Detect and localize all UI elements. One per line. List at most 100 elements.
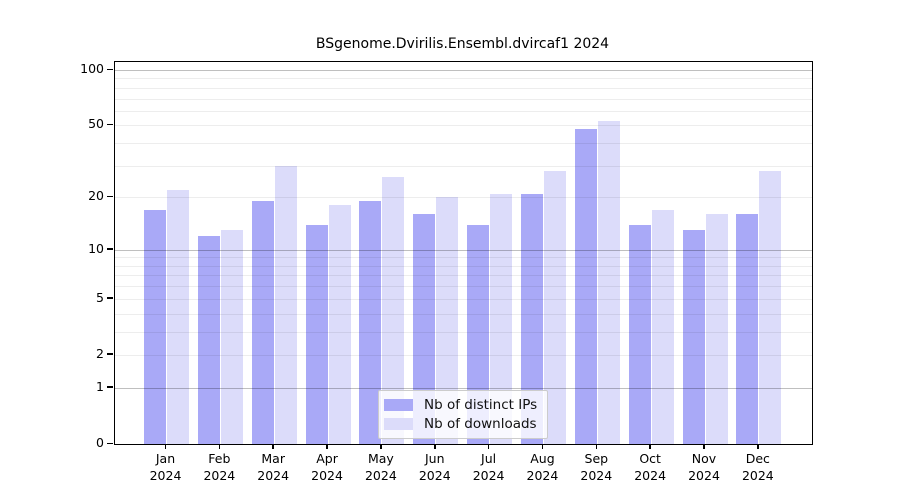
gridline-minor-2 <box>115 354 812 356</box>
legend: Nb of distinct IPs Nb of downloads <box>378 390 548 439</box>
gridline-minor-90 <box>115 78 812 80</box>
y-tick-2 <box>107 353 113 355</box>
x-tick-year-aug: 2024 <box>526 467 559 483</box>
y-tick-20 <box>107 195 113 198</box>
bar-distinct_ips-feb <box>197 236 220 444</box>
x-tick-month-aug: Aug <box>530 451 555 466</box>
x-tick-year-dec: 2024 <box>741 467 774 483</box>
x-tick-may <box>380 444 382 449</box>
y-tick-1 <box>107 386 113 388</box>
x-tick-year-oct: 2024 <box>634 467 667 483</box>
gridline-minor-3 <box>115 331 812 333</box>
x-tick-label-oct: Oct 2024 <box>623 451 677 484</box>
legend-swatch-downloads <box>384 418 413 430</box>
x-tick-month-feb: Feb <box>208 451 231 466</box>
x-tick-month-apr: Apr <box>316 451 338 466</box>
x-tick-month-dec: Dec <box>745 451 770 466</box>
bar-downloads-jan <box>167 189 189 444</box>
gridline-major-1 <box>115 387 812 389</box>
bar-distinct_ips-nov <box>682 230 705 444</box>
x-tick-jan <box>164 444 167 449</box>
bar-downloads-apr <box>328 205 351 444</box>
x-tick-apr <box>326 444 328 449</box>
x-tick-label-dec: Dec 2024 <box>731 451 785 484</box>
gridline-minor-5 <box>115 298 812 300</box>
bar-distinct_ips-aug <box>520 193 543 444</box>
bar-distinct_ips-may <box>359 201 382 444</box>
x-tick-jul <box>487 444 490 449</box>
x-tick-year-jun: 2024 <box>418 467 451 483</box>
bar-downloads-mar <box>274 165 297 444</box>
bar-downloads-nov <box>705 214 728 444</box>
x-tick-month-mar: Mar <box>261 451 285 466</box>
x-tick-year-sep: 2024 <box>580 467 613 483</box>
bar-downloads-feb <box>220 230 243 444</box>
y-tick-50 <box>107 123 113 126</box>
legend-item-distinct-ips: Nb of distinct IPs <box>384 397 547 413</box>
y-tick-label-0: 0 <box>96 435 104 450</box>
y-tick-label-2: 2 <box>96 345 104 361</box>
y-tick-label-50: 50 <box>88 116 104 132</box>
x-tick-nov <box>703 444 705 449</box>
x-tick-month-jul: Jul <box>481 451 497 466</box>
x-tick-year-jan: 2024 <box>149 467 182 483</box>
x-tick-label-feb: Feb 2024 <box>192 451 246 484</box>
y-tick-label-20: 20 <box>88 188 104 204</box>
bar-distinct_ips-sep <box>574 128 597 444</box>
x-tick-month-nov: Nov <box>691 451 717 466</box>
y-tick-label-10: 10 <box>88 240 104 256</box>
bar-downloads-sep <box>597 120 620 444</box>
y-tick-100 <box>107 68 113 70</box>
legend-item-downloads: Nb of downloads <box>384 416 547 432</box>
gridline-minor-7 <box>115 275 812 277</box>
x-tick-label-nov: Nov 2024 <box>677 451 731 484</box>
legend-swatch-distinct-ips <box>384 399 413 411</box>
gridline-minor-8 <box>115 265 812 267</box>
gridline-minor-70 <box>115 98 812 100</box>
gridline-major-10 <box>115 249 812 251</box>
gridline-minor-6 <box>115 286 812 288</box>
x-tick-jun <box>434 444 436 449</box>
gridline-minor-4 <box>115 313 812 315</box>
x-tick-aug <box>541 444 544 449</box>
x-tick-label-mar: Mar 2024 <box>246 451 300 484</box>
x-tick-year-feb: 2024 <box>203 467 236 483</box>
x-tick-year-apr: 2024 <box>311 467 343 483</box>
y-tick-label-1: 1 <box>96 378 104 394</box>
x-tick-month-jun: Jun <box>424 451 445 466</box>
x-tick-month-oct: Oct <box>639 451 661 466</box>
bar-distinct_ips-jul <box>467 224 490 444</box>
gridline-minor-30 <box>115 165 812 167</box>
x-tick-oct <box>649 444 651 449</box>
y-tick-5 <box>107 297 113 299</box>
x-tick-label-jul: Jul 2024 <box>462 451 516 484</box>
bar-downloads-may <box>382 176 405 444</box>
bar-downloads-jun <box>436 197 459 444</box>
y-tick-label-5: 5 <box>96 289 104 305</box>
x-tick-year-jul: 2024 <box>472 467 505 483</box>
x-tick-label-aug: Aug 2024 <box>515 451 569 484</box>
chart-title: BSgenome.Dvirilis.Ensembl.dvircaf1 2024 <box>315 36 610 52</box>
gridline-minor-20 <box>115 197 812 199</box>
x-tick-label-may: May 2024 <box>354 451 408 484</box>
gridline-minor-40 <box>115 143 812 145</box>
x-tick-feb <box>218 444 221 449</box>
bar-distinct_ips-oct <box>628 224 651 444</box>
plot-area <box>114 61 813 445</box>
y-tick-label-100: 100 <box>80 61 104 76</box>
x-tick-mar <box>272 444 274 449</box>
y-tick-10 <box>107 248 113 250</box>
bar-downloads-aug <box>543 171 566 444</box>
legend-label-downloads: Nb of downloads <box>424 416 537 432</box>
gridline-minor-80 <box>115 87 812 89</box>
x-tick-year-mar: 2024 <box>257 467 290 483</box>
gridline-minor-60 <box>115 110 812 112</box>
gridline-major-100 <box>115 70 812 71</box>
x-tick-dec <box>757 444 759 449</box>
x-tick-label-apr: Apr 2024 <box>300 451 354 484</box>
gridline-minor-9 <box>115 257 812 259</box>
legend-label-distinct-ips: Nb of distinct IPs <box>424 397 538 413</box>
bar-distinct_ips-apr <box>305 224 328 444</box>
bar-distinct_ips-dec <box>736 214 759 444</box>
